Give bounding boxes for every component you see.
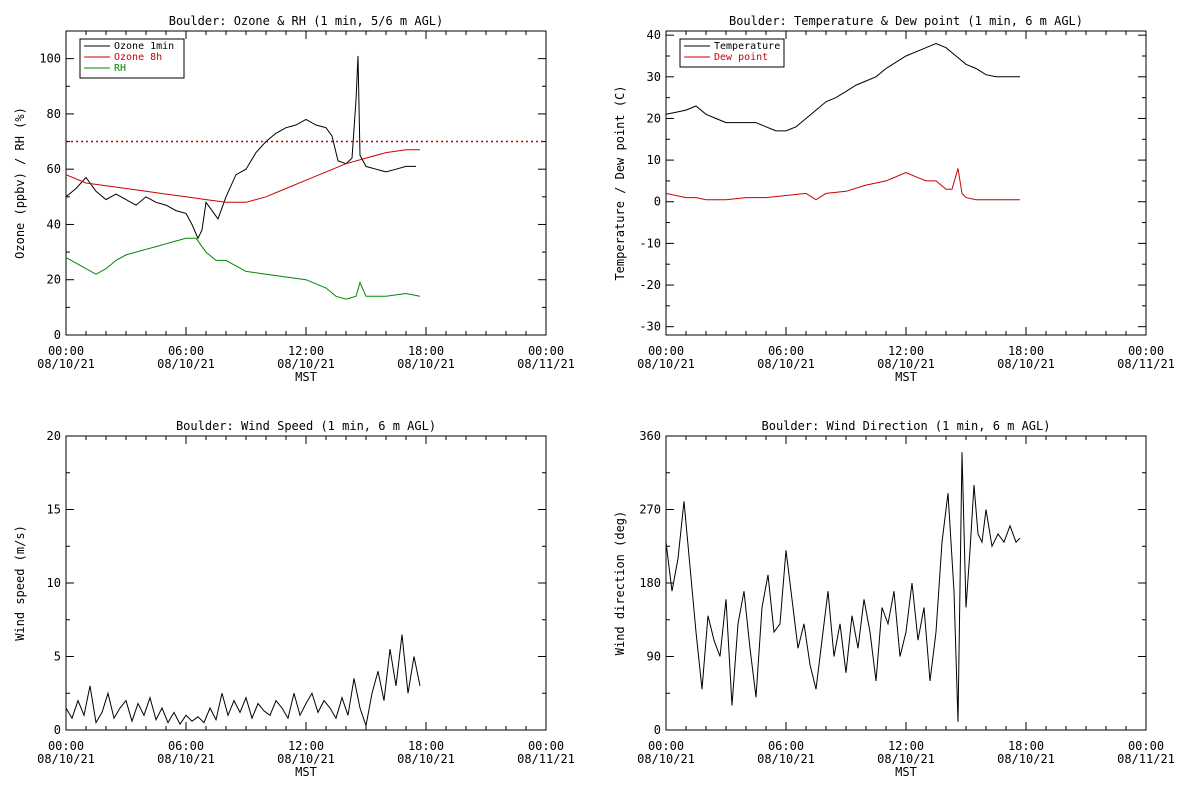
legend-label: Ozone 1min — [114, 41, 174, 52]
x-tick-date-label: 08/10/21 — [877, 357, 935, 371]
legend-label: Temperature — [714, 41, 780, 52]
x-tick-date-label: 08/10/21 — [997, 357, 1055, 371]
legend-label: Ozone 8h — [114, 52, 162, 63]
x-tick-date-label: 08/10/21 — [157, 752, 215, 766]
x-tick-label: 00:00 — [528, 344, 564, 358]
x-tick-label: 00:00 — [48, 344, 84, 358]
y-tick-label: -10 — [639, 236, 661, 250]
series-line-2 — [665, 168, 1020, 201]
y-tick-label: 10 — [47, 576, 61, 590]
y-axis-label: Temperature / Dew point (C) — [613, 85, 627, 280]
series-line-1 — [65, 55, 416, 240]
plot-frame — [665, 435, 1147, 731]
chart-title: Boulder: Wind Direction (1 min, 6 m AGL) — [762, 419, 1051, 433]
y-tick-label: 360 — [639, 429, 661, 443]
x-tick-label: 06:00 — [768, 344, 804, 358]
x-tick-label: 00:00 — [528, 739, 564, 753]
y-tick-label: 20 — [47, 429, 61, 443]
x-tick-date-label: 08/10/21 — [397, 357, 455, 371]
legend-label: Dew point — [714, 52, 768, 63]
x-tick-date-label: 08/11/21 — [517, 752, 575, 766]
chart-title: Boulder: Wind Speed (1 min, 6 m AGL) — [176, 419, 436, 433]
x-tick-date-label: 08/10/21 — [637, 357, 695, 371]
x-tick-date-label: 08/10/21 — [637, 752, 695, 766]
x-axis-label: MST — [295, 370, 317, 384]
series-line-3 — [65, 237, 421, 300]
y-tick-label: -20 — [639, 278, 661, 292]
x-tick-date-label: 08/10/21 — [997, 752, 1055, 766]
x-tick-label: 00:00 — [48, 739, 84, 753]
x-axis-label: MST — [895, 370, 917, 384]
y-tick-label: 0 — [54, 328, 61, 342]
y-tick-label: 40 — [47, 217, 61, 231]
x-tick-label: 00:00 — [1128, 344, 1164, 358]
x-tick-label: 18:00 — [408, 739, 444, 753]
x-tick-date-label: 08/10/21 — [277, 357, 335, 371]
y-tick-label: 180 — [639, 576, 661, 590]
x-tick-date-label: 08/10/21 — [37, 357, 95, 371]
y-tick-label: 0 — [54, 723, 61, 737]
y-tick-label: 40 — [647, 28, 661, 42]
x-tick-label: 00:00 — [1128, 739, 1164, 753]
y-tick-label: 100 — [39, 52, 61, 66]
legend-label: RH — [114, 63, 126, 74]
x-tick-date-label: 08/11/21 — [1117, 752, 1175, 766]
x-tick-date-label: 08/11/21 — [517, 357, 575, 371]
y-tick-label: 270 — [639, 503, 661, 517]
chart-panel-4: Boulder: Wind Direction (1 min, 6 m AGL)… — [613, 419, 1175, 779]
y-tick-label: 20 — [47, 273, 61, 287]
x-tick-date-label: 08/10/21 — [157, 357, 215, 371]
y-tick-label: 10 — [647, 153, 661, 167]
chart-panel-2: Boulder: Temperature & Dew point (1 min,… — [613, 14, 1175, 384]
y-tick-label: 80 — [47, 107, 61, 121]
x-tick-label: 18:00 — [1008, 344, 1044, 358]
chart-title: Boulder: Temperature & Dew point (1 min,… — [729, 14, 1083, 28]
x-tick-label: 12:00 — [888, 344, 924, 358]
y-tick-label: 30 — [647, 70, 661, 84]
y-axis-label: Wind speed (m/s) — [13, 525, 27, 641]
series-line-1 — [65, 634, 421, 728]
chart-title: Boulder: Ozone & RH (1 min, 5/6 m AGL) — [169, 14, 444, 28]
chart-panel-3: Boulder: Wind Speed (1 min, 6 m AGL) 00:0… — [13, 419, 575, 779]
x-tick-label: 18:00 — [408, 344, 444, 358]
x-tick-date-label: 08/10/21 — [37, 752, 95, 766]
plot-frame — [65, 435, 547, 731]
series-line-1 — [665, 452, 1021, 722]
x-tick-label: 06:00 — [168, 344, 204, 358]
x-tick-label: 12:00 — [288, 344, 324, 358]
x-tick-label: 06:00 — [168, 739, 204, 753]
y-tick-label: 0 — [654, 195, 661, 209]
series-line-2 — [65, 149, 420, 203]
plot-frame — [665, 30, 1147, 336]
x-tick-label: 00:00 — [648, 739, 684, 753]
y-tick-label: 20 — [647, 111, 661, 125]
y-tick-label: 5 — [54, 650, 61, 664]
legend-box — [679, 38, 785, 68]
x-axis-label: MST — [295, 765, 317, 779]
x-tick-label: 18:00 — [1008, 739, 1044, 753]
y-tick-label: -30 — [639, 320, 661, 334]
y-axis-label: Wind direction (deg) — [613, 511, 627, 656]
x-tick-date-label: 08/10/21 — [277, 752, 335, 766]
series-line-1 — [665, 42, 1020, 132]
x-axis-label: MST — [895, 765, 917, 779]
y-tick-label: 0 — [654, 723, 661, 737]
y-tick-label: 90 — [647, 650, 661, 664]
chart-panel-1: Boulder: Ozone & RH (1 min, 5/6 m AGL)00… — [13, 14, 575, 384]
x-tick-date-label: 08/10/21 — [757, 357, 815, 371]
x-tick-label: 06:00 — [768, 739, 804, 753]
x-tick-label: 12:00 — [888, 739, 924, 753]
y-axis-label: Ozone (ppbv) / RH (%) — [13, 107, 27, 259]
x-tick-date-label: 08/10/21 — [757, 752, 815, 766]
x-tick-date-label: 08/11/21 — [1117, 357, 1175, 371]
x-tick-label: 00:00 — [648, 344, 684, 358]
x-tick-label: 12:00 — [288, 739, 324, 753]
x-tick-date-label: 08/10/21 — [397, 752, 455, 766]
y-tick-label: 15 — [47, 503, 61, 517]
x-tick-date-label: 08/10/21 — [877, 752, 935, 766]
y-tick-label: 60 — [47, 162, 61, 176]
